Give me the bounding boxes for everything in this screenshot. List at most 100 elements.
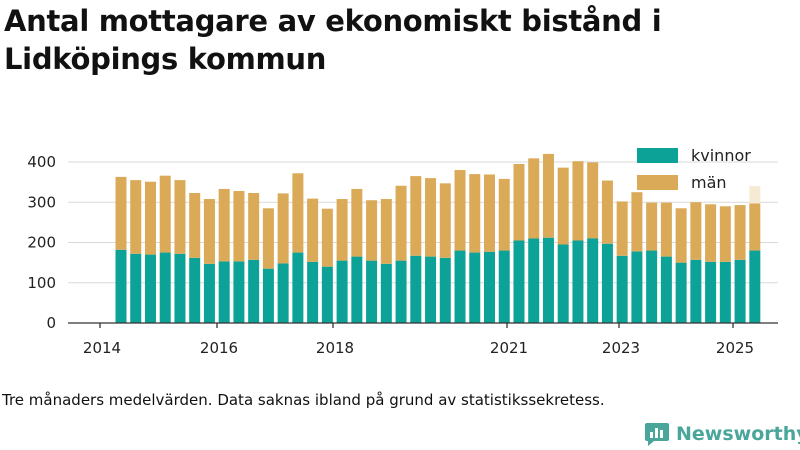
bar-man	[572, 161, 584, 241]
bar-kvinnor	[292, 252, 304, 323]
bar-kvinnor	[115, 249, 127, 323]
bar-kvinnor	[366, 260, 378, 323]
y-axis-tick-labels: 0 100 200 300 400	[27, 153, 56, 332]
bar-man	[616, 201, 628, 256]
y-tick-label: 0	[46, 314, 56, 332]
x-tick-label: 2021	[490, 339, 528, 357]
bar-man	[646, 202, 658, 251]
bar-kvinnor	[705, 261, 717, 323]
y-tick-label: 100	[27, 274, 56, 292]
bar-kvinnor	[690, 259, 702, 323]
bar-man	[587, 162, 599, 239]
bar-kvinnor	[174, 253, 186, 323]
bar-man	[218, 188, 230, 262]
bar-kvinnor	[144, 254, 156, 323]
bar-man	[675, 208, 687, 263]
bar-kvinnor	[218, 261, 230, 323]
bar-man	[233, 190, 245, 262]
x-axis-tick-labels: 2014 2016 2018 2021 2023 2025	[83, 339, 754, 357]
bar-man	[557, 167, 569, 245]
bar-man	[380, 199, 392, 264]
bar-man	[631, 192, 643, 252]
legend-swatch	[637, 148, 678, 163]
bar-man	[292, 173, 304, 253]
bar-kvinnor	[203, 263, 215, 323]
bar-man	[439, 183, 451, 258]
bar-man	[144, 181, 156, 255]
x-tick-label: 2023	[602, 339, 640, 357]
bar-kvinnor	[159, 252, 171, 323]
legend: kvinnor män	[637, 146, 751, 192]
bar-man	[130, 180, 142, 254]
bar-kvinnor	[233, 261, 245, 323]
bar-kvinnor	[660, 256, 672, 323]
legend-label: män	[691, 173, 727, 192]
bar-kvinnor	[749, 250, 761, 323]
bar-kvinnor	[719, 261, 731, 323]
bar-kvinnor	[587, 238, 599, 323]
bar-kvinnor	[336, 260, 348, 323]
bar-kvinnor	[572, 240, 584, 323]
bar-man	[321, 208, 333, 267]
bar-man	[189, 192, 201, 258]
bar-man	[660, 202, 672, 257]
bar-man	[690, 202, 702, 260]
bar-kvinnor	[513, 240, 525, 323]
bar-man	[484, 174, 495, 252]
bar-man	[351, 188, 363, 257]
bar-kvinnor	[528, 238, 540, 323]
bar-kvinnor	[351, 256, 363, 323]
bar-man	[601, 180, 613, 244]
bar-man	[115, 176, 127, 250]
bar-man	[513, 164, 525, 241]
bar-man	[277, 193, 289, 264]
y-tick-label: 300	[27, 193, 56, 211]
bar-kvinnor	[189, 257, 201, 323]
bar-kvinnor	[248, 259, 260, 323]
bar-man	[498, 178, 510, 251]
bar-man	[248, 192, 260, 260]
bar-kvinnor	[410, 255, 422, 323]
bar-kvinnor	[484, 251, 495, 323]
brand-logo[interactable]: Newsworthy	[644, 420, 800, 448]
x-tick-label: 2018	[316, 339, 354, 357]
bar-man	[469, 174, 481, 253]
bar-man	[159, 175, 171, 253]
y-tick-label: 200	[27, 234, 56, 252]
bar-man	[542, 153, 554, 238]
bar-man	[749, 203, 761, 251]
bar-man	[366, 200, 378, 261]
legend-label: kvinnor	[691, 146, 751, 165]
bar-man	[425, 178, 437, 257]
y-tick-label: 400	[27, 153, 56, 171]
x-tick-label: 2016	[200, 339, 238, 357]
bar-kvinnor	[631, 251, 643, 323]
bar-projected	[749, 186, 761, 204]
bar-kvinnor	[646, 250, 658, 323]
bar-man	[734, 205, 746, 260]
bar-kvinnor	[307, 261, 319, 323]
chart-title: Antal mottagare av ekonomiskt bistånd i …	[4, 4, 662, 76]
bar-man	[262, 208, 274, 269]
bar-kvinnor	[439, 257, 451, 323]
bar-kvinnor	[262, 268, 274, 323]
bar-kvinnor	[395, 260, 407, 323]
bar-kvinnor	[277, 263, 289, 323]
bar-man	[307, 198, 319, 262]
legend-swatch	[637, 175, 678, 190]
bar-kvinnor	[321, 266, 333, 323]
bars	[115, 153, 761, 323]
newsworthy-icon	[645, 423, 669, 446]
bar-kvinnor	[380, 263, 392, 323]
bar-man	[203, 199, 215, 264]
bar-man	[336, 199, 348, 261]
bar-kvinnor	[601, 243, 613, 323]
bar-man	[410, 176, 422, 256]
bar-man	[705, 204, 717, 262]
brand-name: Newsworthy	[676, 423, 800, 445]
bar-man	[528, 158, 540, 239]
x-tick-label: 2025	[716, 339, 754, 357]
x-axis	[68, 322, 778, 328]
bar-kvinnor	[542, 237, 554, 323]
